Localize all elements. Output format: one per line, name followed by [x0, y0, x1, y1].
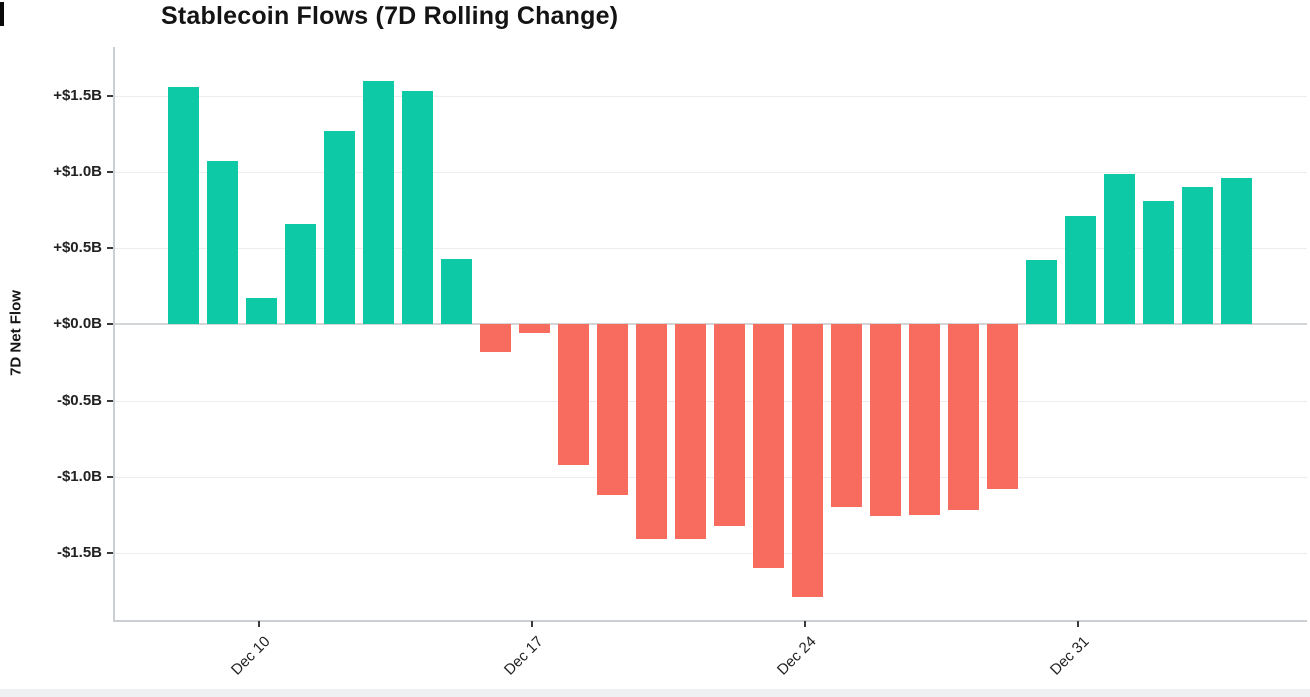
- bar-positive: [284, 223, 316, 325]
- y-tick-mark: [107, 399, 113, 402]
- x-tick-label: Dec 31: [1047, 633, 1094, 679]
- bar-negative: [557, 324, 589, 465]
- bar-negative: [596, 324, 628, 496]
- x-tick-mark: [258, 621, 260, 627]
- x-tick-mark: [1077, 621, 1079, 627]
- bar-positive: [1220, 178, 1252, 325]
- bar-positive: [1025, 260, 1057, 325]
- zero-gridline: [115, 323, 1307, 326]
- bar-negative: [830, 324, 862, 508]
- y-tick-label: +$1.5B: [53, 86, 102, 104]
- gridline: [115, 248, 1307, 250]
- plot-area: [113, 47, 1307, 622]
- bar-negative: [635, 324, 667, 540]
- bar-positive: [245, 298, 277, 325]
- x-tick-label: Dec 10: [228, 633, 275, 679]
- bar-negative: [752, 324, 784, 569]
- gridline: [115, 400, 1307, 402]
- y-tick-label: -$1.0B: [56, 467, 102, 485]
- bar-positive: [167, 86, 199, 325]
- bar-negative: [674, 324, 706, 540]
- y-tick-label: -$1.5B: [56, 543, 102, 561]
- x-tick-mark: [531, 621, 533, 627]
- y-tick-mark: [107, 323, 113, 326]
- y-tick-label: -$0.5B: [56, 391, 102, 409]
- bar-negative: [908, 324, 940, 515]
- bar-negative: [713, 324, 745, 526]
- bar-positive: [1064, 216, 1096, 325]
- x-tick-mark: [804, 621, 806, 627]
- bar-positive: [401, 91, 433, 325]
- bar-positive: [1142, 200, 1174, 325]
- bar-negative: [479, 324, 511, 352]
- y-tick-label: +$0.5B: [53, 239, 102, 257]
- y-tick-mark: [107, 475, 113, 478]
- chart-title: Stablecoin Flows (7D Rolling Change): [161, 2, 619, 30]
- bar-positive: [362, 80, 394, 325]
- bar-positive: [1181, 187, 1213, 325]
- screen-edge-artifact: [0, 2, 4, 26]
- bar-positive: [206, 161, 238, 325]
- y-tick-label: +$1.0B: [53, 163, 102, 180]
- bar-positive: [1103, 173, 1135, 325]
- bottom-strip: [0, 689, 1310, 697]
- y-tick-mark: [107, 247, 113, 250]
- bar-negative: [518, 324, 550, 334]
- x-tick-label: Dec 17: [501, 633, 548, 679]
- gridline: [115, 95, 1307, 97]
- y-tick-mark: [107, 94, 113, 97]
- gridline: [115, 552, 1307, 554]
- bar-negative: [791, 324, 823, 598]
- y-tick-label: +$0.0B: [53, 315, 102, 333]
- gridline: [115, 476, 1307, 478]
- y-tick-mark: [107, 171, 113, 173]
- bar-negative: [947, 324, 979, 511]
- gridline: [115, 172, 1307, 173]
- bar-negative: [986, 324, 1018, 489]
- bar-positive: [440, 258, 472, 325]
- bar-negative: [869, 324, 901, 517]
- x-tick-label: Dec 24: [774, 633, 821, 679]
- y-tick-mark: [107, 551, 113, 554]
- bar-positive: [323, 130, 355, 325]
